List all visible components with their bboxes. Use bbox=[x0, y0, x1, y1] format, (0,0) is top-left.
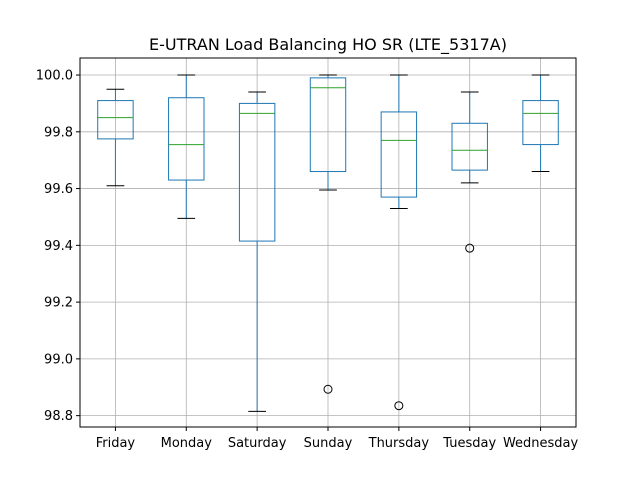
outlier-point bbox=[323, 384, 333, 394]
chart-title: E-UTRAN Load Balancing HO SR (LTE_5317A) bbox=[149, 35, 507, 55]
box-layer bbox=[97, 74, 559, 412]
iqr-box bbox=[380, 111, 418, 198]
box-thursday bbox=[380, 74, 418, 411]
box-saturday bbox=[238, 91, 276, 412]
iqr-box bbox=[309, 77, 347, 173]
box-friday bbox=[97, 88, 134, 187]
x-tick-label: Tuesday bbox=[442, 436, 496, 451]
box-wednesday bbox=[522, 74, 559, 173]
x-tick-label: Sunday bbox=[304, 436, 353, 451]
y-tick-label: 99.0 bbox=[44, 352, 73, 367]
x-tick-label: Thursday bbox=[368, 436, 430, 451]
y-tick-label: 98.8 bbox=[44, 409, 73, 424]
box-sunday bbox=[309, 74, 347, 394]
box-monday bbox=[168, 74, 205, 219]
iqr-box bbox=[168, 97, 205, 181]
y-tick-label: 99.2 bbox=[44, 296, 73, 311]
y-tick-label: 99.8 bbox=[44, 125, 73, 140]
y-axis-ticks: 98.8 99.0 99.2 99.4 99.6 99.8 100.0 bbox=[36, 69, 80, 424]
iqr-box bbox=[97, 100, 134, 140]
x-axis-ticks: Friday Monday Saturday Sunday Thursday Tuesda… bbox=[96, 427, 579, 451]
iqr-box bbox=[238, 102, 276, 242]
x-tick-label: Friday bbox=[96, 436, 136, 451]
y-tick-label: 99.6 bbox=[44, 182, 73, 197]
grid-layer bbox=[80, 58, 576, 427]
iqr-box bbox=[451, 122, 488, 171]
box-tuesday bbox=[451, 91, 488, 253]
x-tick-label: Saturday bbox=[228, 436, 287, 451]
outlier-point bbox=[465, 243, 475, 253]
y-tick-label: 100.0 bbox=[36, 69, 73, 84]
y-tick-label: 99.4 bbox=[44, 239, 73, 254]
x-tick-label: Wednesday bbox=[503, 436, 579, 451]
iqr-box bbox=[522, 100, 559, 146]
x-tick-label: Monday bbox=[161, 436, 213, 451]
outlier-point bbox=[394, 401, 404, 411]
